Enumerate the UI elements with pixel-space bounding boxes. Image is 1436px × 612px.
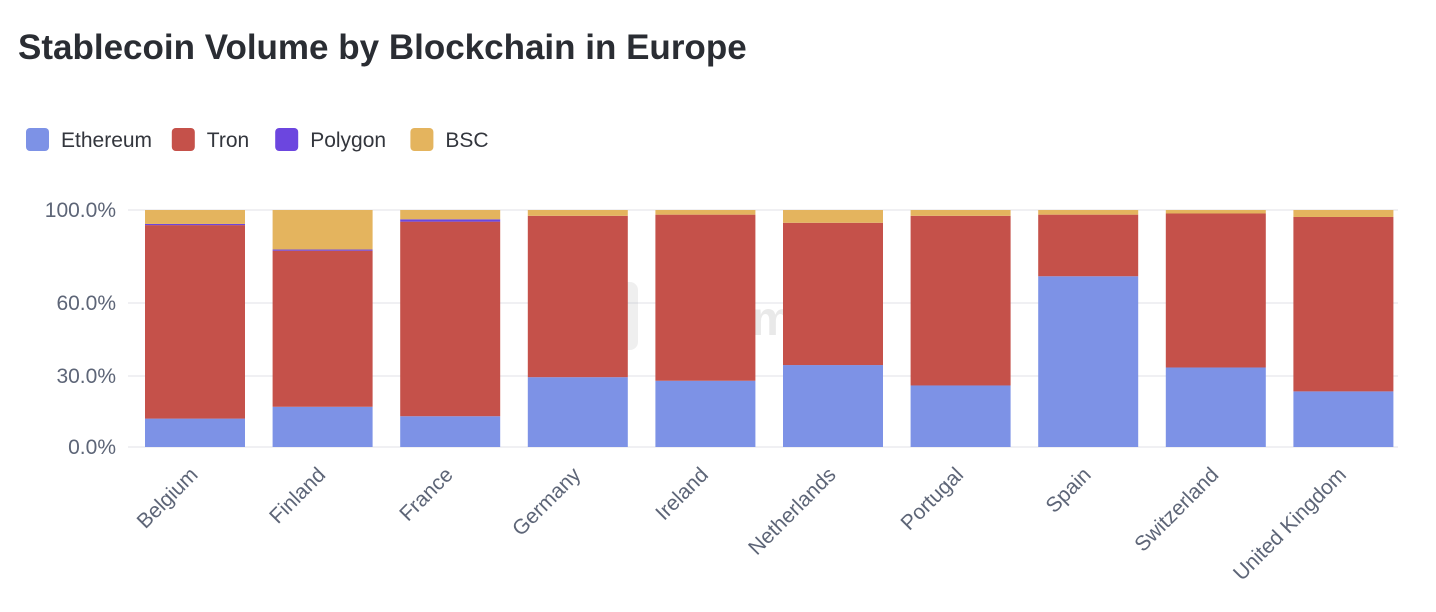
bar-germany-tron[interactable] xyxy=(527,215,628,378)
bar-group-belgium[interactable] xyxy=(145,210,245,447)
y-tick-label: 60.0% xyxy=(56,292,116,315)
bar-united-kingdom-ethereum[interactable] xyxy=(1293,391,1394,447)
chart-title: Stablecoin Volume by Blockchain in Europ… xyxy=(18,28,747,67)
bar-group-netherlands[interactable] xyxy=(783,210,883,447)
bar-finland-ethereum[interactable] xyxy=(272,406,373,447)
bar-spain-tron[interactable] xyxy=(1038,214,1139,277)
y-tick-label: 0.0% xyxy=(68,436,116,459)
bar-switzerland-ethereum[interactable] xyxy=(1165,367,1266,447)
bar-spain-ethereum[interactable] xyxy=(1038,276,1139,447)
bar-group-germany[interactable] xyxy=(527,210,628,447)
legend-item-ethereum[interactable]: Ethereum xyxy=(26,128,152,152)
bar-portugal-tron[interactable] xyxy=(910,215,1011,386)
x-tick-label-belgium: Belgium xyxy=(133,463,203,533)
x-tick-label-netherlands: Netherlands xyxy=(744,463,840,559)
legend-swatch-bsc xyxy=(410,128,434,151)
bar-france-polygon[interactable] xyxy=(400,219,501,222)
bar-netherlands-ethereum[interactable] xyxy=(783,365,883,447)
bar-france-tron[interactable] xyxy=(400,221,501,417)
bar-finland-tron[interactable] xyxy=(272,250,373,407)
bar-group-spain[interactable] xyxy=(1038,210,1139,447)
legend-item-tron[interactable]: Tron xyxy=(171,128,249,152)
bar-ireland-ethereum[interactable] xyxy=(655,380,756,447)
legend-label-polygon: Polygon xyxy=(310,129,386,152)
legend-label-ethereum: Ethereum xyxy=(61,129,152,152)
bar-france-ethereum[interactable] xyxy=(400,416,501,447)
legend-label-bsc: BSC xyxy=(445,129,488,152)
bar-belgium-bsc[interactable] xyxy=(145,210,245,224)
y-axis: 0.0% 30.0% 60.0% 100.0% xyxy=(45,199,116,459)
bar-france-bsc[interactable] xyxy=(400,210,501,220)
bar-group-france[interactable] xyxy=(400,210,501,447)
legend: Ethereum Tron Polygon BSC xyxy=(26,128,489,152)
bar-group-portugal[interactable] xyxy=(910,210,1011,447)
bar-ireland-tron[interactable] xyxy=(655,214,756,381)
x-tick-label-germany: Germany xyxy=(508,463,586,541)
bar-portugal-ethereum[interactable] xyxy=(910,385,1011,447)
x-tick-label-switzerland: Switzerland xyxy=(1130,463,1223,556)
legend-label-tron: Tron xyxy=(207,129,249,152)
x-tick-label-ireland: Ireland xyxy=(651,463,713,525)
bar-united-kingdom-tron[interactable] xyxy=(1293,216,1394,392)
bar-united-kingdom-bsc[interactable] xyxy=(1293,210,1394,217)
bar-belgium-ethereum[interactable] xyxy=(145,418,245,447)
bar-spain-bsc[interactable] xyxy=(1038,210,1139,215)
bar-netherlands-tron[interactable] xyxy=(783,222,883,366)
legend-item-polygon[interactable]: Polygon xyxy=(275,128,386,152)
bar-finland-polygon[interactable] xyxy=(272,249,373,251)
bars xyxy=(145,210,1394,447)
bar-belgium-tron[interactable] xyxy=(145,225,245,419)
x-axis: Belgium Finland France Germany Ireland Nether… xyxy=(133,463,1351,585)
x-tick-label-portugal: Portugal xyxy=(897,463,969,535)
legend-swatch-polygon xyxy=(275,128,299,151)
bar-germany-ethereum[interactable] xyxy=(527,377,628,447)
bar-ireland-bsc[interactable] xyxy=(655,210,756,215)
x-tick-label-united-kingdom: United Kingdom xyxy=(1229,463,1351,585)
bar-group-united-kingdom[interactable] xyxy=(1293,210,1394,447)
x-tick-label-spain: Spain xyxy=(1041,463,1095,517)
bar-germany-bsc[interactable] xyxy=(527,210,628,216)
bar-group-finland[interactable] xyxy=(272,210,373,447)
bar-switzerland-bsc[interactable] xyxy=(1165,210,1266,214)
y-tick-label: 30.0% xyxy=(56,365,116,388)
bar-belgium-polygon[interactable] xyxy=(145,223,245,226)
legend-swatch-ethereum xyxy=(26,128,49,151)
bar-netherlands-bsc[interactable] xyxy=(783,210,883,223)
legend-item-bsc[interactable]: BSC xyxy=(410,128,489,152)
legend-swatch-tron xyxy=(171,128,195,151)
bar-switzerland-tron[interactable] xyxy=(1165,213,1266,368)
bar-portugal-bsc[interactable] xyxy=(910,210,1011,216)
bar-finland-bsc[interactable] xyxy=(272,210,373,250)
bar-group-switzerland[interactable] xyxy=(1165,210,1266,447)
x-tick-label-finland: Finland xyxy=(265,463,330,528)
y-tick-label: 100.0% xyxy=(45,199,116,222)
bar-group-ireland[interactable] xyxy=(655,210,756,447)
x-tick-label-france: France xyxy=(395,463,457,525)
